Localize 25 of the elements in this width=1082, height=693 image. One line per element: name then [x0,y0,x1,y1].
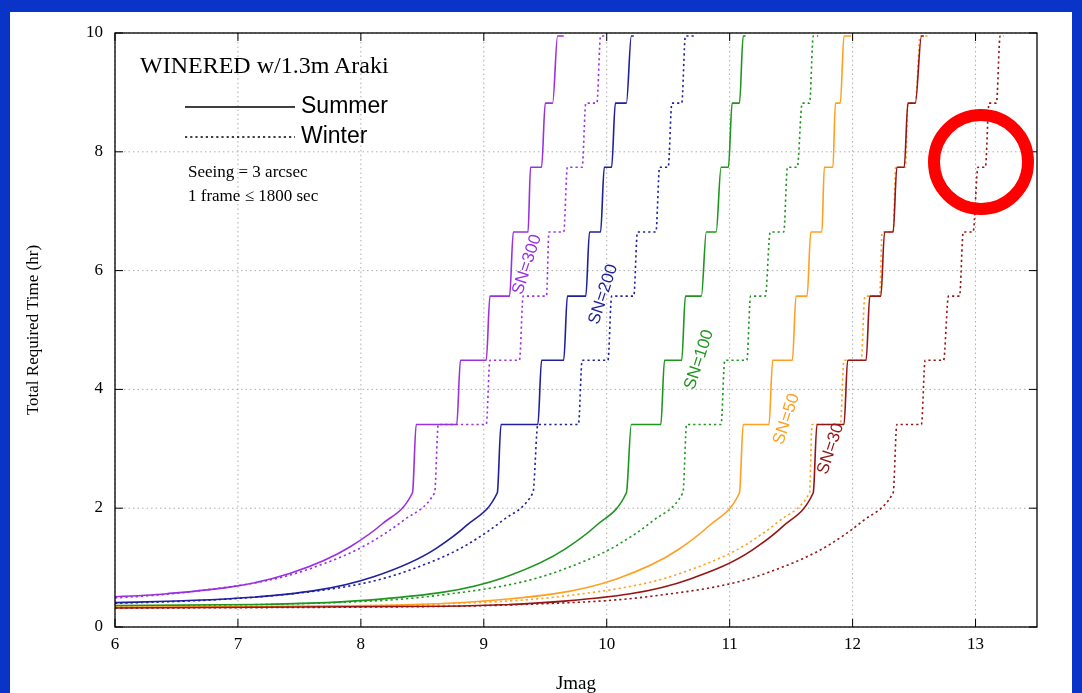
x-tick-label: 13 [967,634,985,653]
text: SN=50 [768,390,803,447]
x-tick-label: 8 [356,634,366,653]
annotation: 1 frame ≤ 1800 sec [188,186,319,205]
y-tick-label: 10 [86,21,103,41]
x-axis-title: Jmag [555,672,597,693]
annotation: Seeing = 3 arcsec [188,162,309,181]
x-tick-label: 11 [721,634,738,653]
y-axis-title: Total Required Time (hr) [23,244,42,416]
x-tick-label: 6 [110,634,120,653]
x-tick-label: 12 [844,634,862,653]
y-tick-label: 6 [94,259,103,279]
y-tick-label: 0 [94,615,103,635]
y-tick-label: 8 [94,140,103,160]
text: SN=100 [679,327,718,392]
text: SN=30 [812,420,848,477]
x-tick-label: 10 [598,634,616,653]
text: WINERED w/1.3m Araki [140,52,389,78]
x-tick-label: 7 [233,634,243,653]
annotation: Summer [301,92,389,119]
annotation: Winter [301,122,368,149]
y-tick-label: 2 [94,497,103,517]
text: SN=300 [507,231,545,297]
y-tick-label: 4 [94,378,104,398]
x-tick-label: 9 [479,634,489,653]
